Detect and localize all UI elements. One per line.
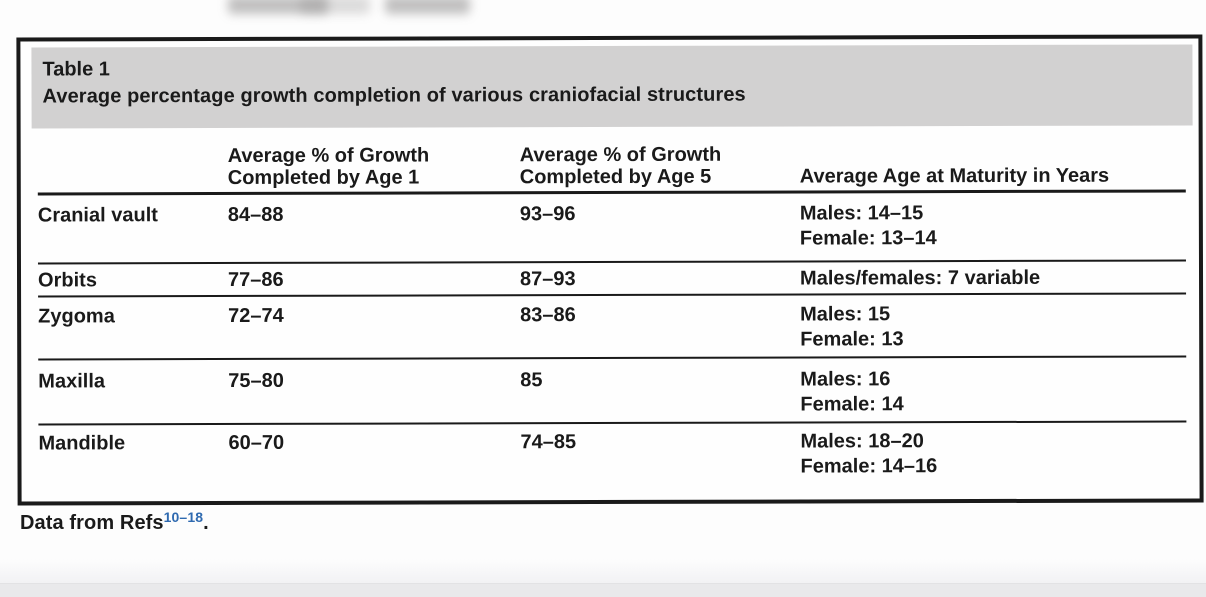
maturity-females: Female: 13–14 xyxy=(799,227,937,250)
cell-age1: 72–74 xyxy=(228,304,284,327)
cell-structure: Mandible xyxy=(38,432,126,455)
table-row: Cranial vault 84–88 93–96 Males: 14–15 F… xyxy=(37,192,1186,265)
table-1: Table 1 Average percentage growth comple… xyxy=(16,34,1204,506)
maturity-males: Males: 16 xyxy=(800,368,891,391)
footnote-text: Data from Refs xyxy=(20,512,164,534)
header-age5: Average % of Growth Completed by Age 5 xyxy=(520,144,800,189)
cell-maturity: Males: 15 Female: 13 xyxy=(800,301,1186,356)
maturity-males: Males: 14–15 xyxy=(799,202,924,225)
cell-age5: 85 xyxy=(520,369,543,392)
maturity-males: Males: 15 xyxy=(800,303,891,326)
cell-age5: 93–96 xyxy=(519,203,576,226)
cell-structure: Maxilla xyxy=(38,370,106,393)
footnote-period: . xyxy=(203,512,209,534)
cell-maturity: Males: 18–20 Female: 14–16 xyxy=(800,428,1186,493)
maturity-females: Female: 14–16 xyxy=(800,455,938,478)
video-blur-artifact xyxy=(228,0,328,14)
cell-maturity: Males: 14–15 Female: 13–14 xyxy=(800,200,1186,260)
table-row: Zygoma 72–74 83–86 Males: 15 Female: 13 xyxy=(38,294,1187,361)
table-header-row: Average % of Growth Completed by Age 1 A… xyxy=(37,125,1186,196)
cell-structure: Orbits xyxy=(37,269,97,292)
bottom-gradient xyxy=(0,559,1206,583)
table-row: Mandible 60–70 74–85 Males: 18–20 Female… xyxy=(38,422,1186,495)
bottom-bar xyxy=(0,583,1206,597)
cell-structure: Zygoma xyxy=(38,305,115,328)
header-age1-line2: Completed by Age 1 xyxy=(227,166,420,190)
cell-maturity: Males/females: 7 variable xyxy=(800,265,1186,293)
cell-age5: 87–93 xyxy=(519,268,576,291)
maturity-females: Female: 13 xyxy=(800,328,904,351)
cell-age1: 75–80 xyxy=(228,369,284,392)
cell-structure: Cranial vault xyxy=(37,204,158,227)
cell-age1: 84–88 xyxy=(227,203,284,227)
cell-age5: 83–86 xyxy=(520,304,576,327)
footnote: Data from Refs10–18. xyxy=(20,509,209,535)
cell-age1: 60–70 xyxy=(228,431,285,454)
maturity-males: Males/females: 7 variable xyxy=(799,266,1041,290)
maturity-males: Males: 18–20 xyxy=(800,430,924,453)
maturity-females: Female: 14 xyxy=(800,393,904,416)
table-label: Table 1 xyxy=(42,58,110,81)
table-content: Average % of Growth Completed by Age 1 A… xyxy=(21,125,1200,495)
cell-age1: 77–86 xyxy=(227,268,284,291)
header-age1: Average % of Growth Completed by Age 1 xyxy=(228,144,520,189)
header-age1-line1: Average % of Growth xyxy=(227,144,430,168)
cell-age5: 74–85 xyxy=(520,431,577,454)
header-age5-line2: Completed by Age 5 xyxy=(519,165,712,189)
header-age5-line1: Average % of Growth xyxy=(519,143,722,167)
table-caption-band: Table 1 Average percentage growth comple… xyxy=(31,44,1193,129)
header-maturity: Average Age at Maturity in Years xyxy=(799,164,1110,188)
cell-maturity: Males: 16 Female: 14 xyxy=(800,366,1186,421)
table-row: Orbits 77–86 87–93 Males/females: 7 vari… xyxy=(37,261,1187,298)
table-row: Maxilla 75–80 85 Males: 16 Female: 14 xyxy=(38,357,1187,426)
video-blur-artifact xyxy=(300,0,370,14)
video-blur-artifact xyxy=(385,0,470,14)
reference-superscript-link[interactable]: 10–18 xyxy=(163,509,204,525)
table-title: Average percentage growth completion of … xyxy=(42,83,746,108)
